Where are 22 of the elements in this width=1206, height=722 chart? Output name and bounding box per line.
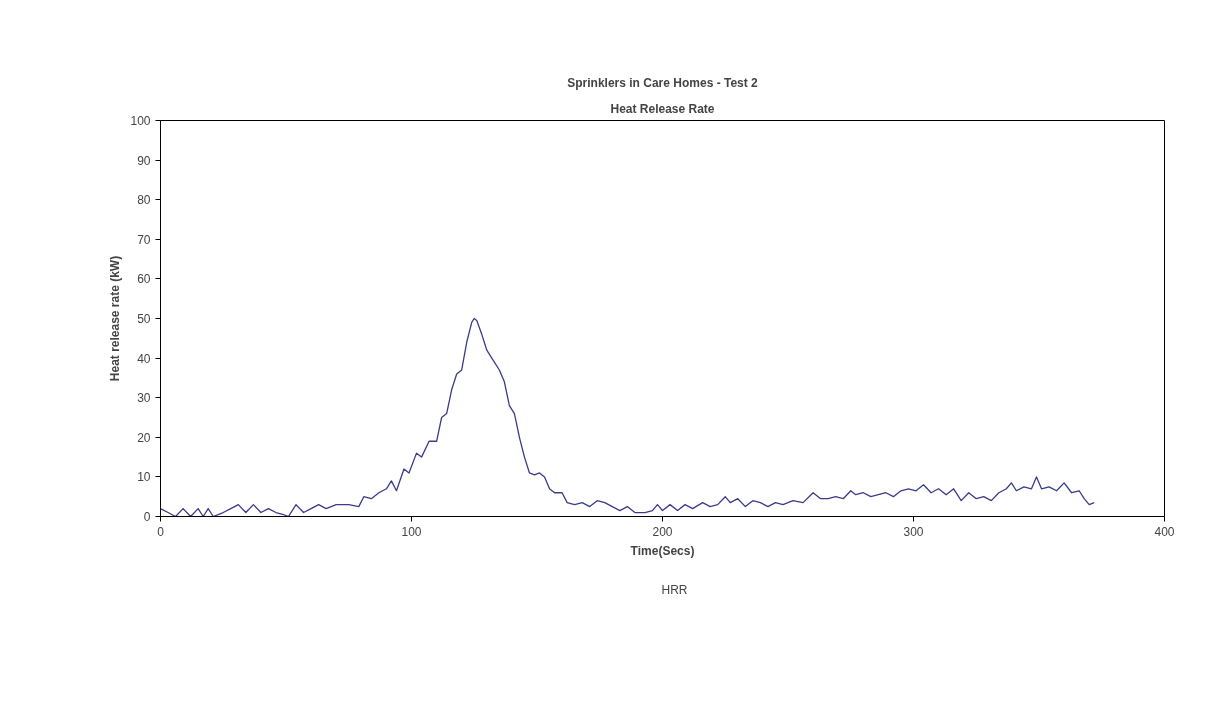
y-tick-label: 90	[137, 153, 151, 168]
y-tick-label: 70	[137, 232, 151, 247]
y-tick-label: 0	[143, 510, 151, 524]
y-tick-label: 80	[137, 193, 151, 208]
x-tick-label: 200	[652, 524, 673, 539]
y-tick-label: 100	[130, 114, 151, 128]
y-tick-label: 40	[137, 351, 151, 366]
x-axis-title: Time(Secs)	[630, 543, 695, 558]
x-tick-label: 0	[157, 524, 165, 539]
x-tick-label: 300	[903, 524, 924, 539]
chart-subtitle: Heat Release Rate	[610, 101, 715, 116]
y-axis-title: Heat release rate (kW)	[108, 255, 123, 382]
y-tick-label: 10	[137, 470, 151, 485]
chart-title: Sprinklers in Care Homes - Test 2	[567, 75, 759, 90]
y-tick-label: 60	[137, 272, 151, 287]
x-tick-label: 400	[1154, 524, 1175, 539]
y-tick-label: 20	[137, 430, 151, 445]
line-series	[160, 317, 1095, 517]
y-tick-label: 50	[137, 312, 151, 326]
x-tick-label: 100	[401, 524, 422, 539]
text: HRR	[661, 583, 688, 597]
y-tick-label: 30	[137, 391, 151, 406]
